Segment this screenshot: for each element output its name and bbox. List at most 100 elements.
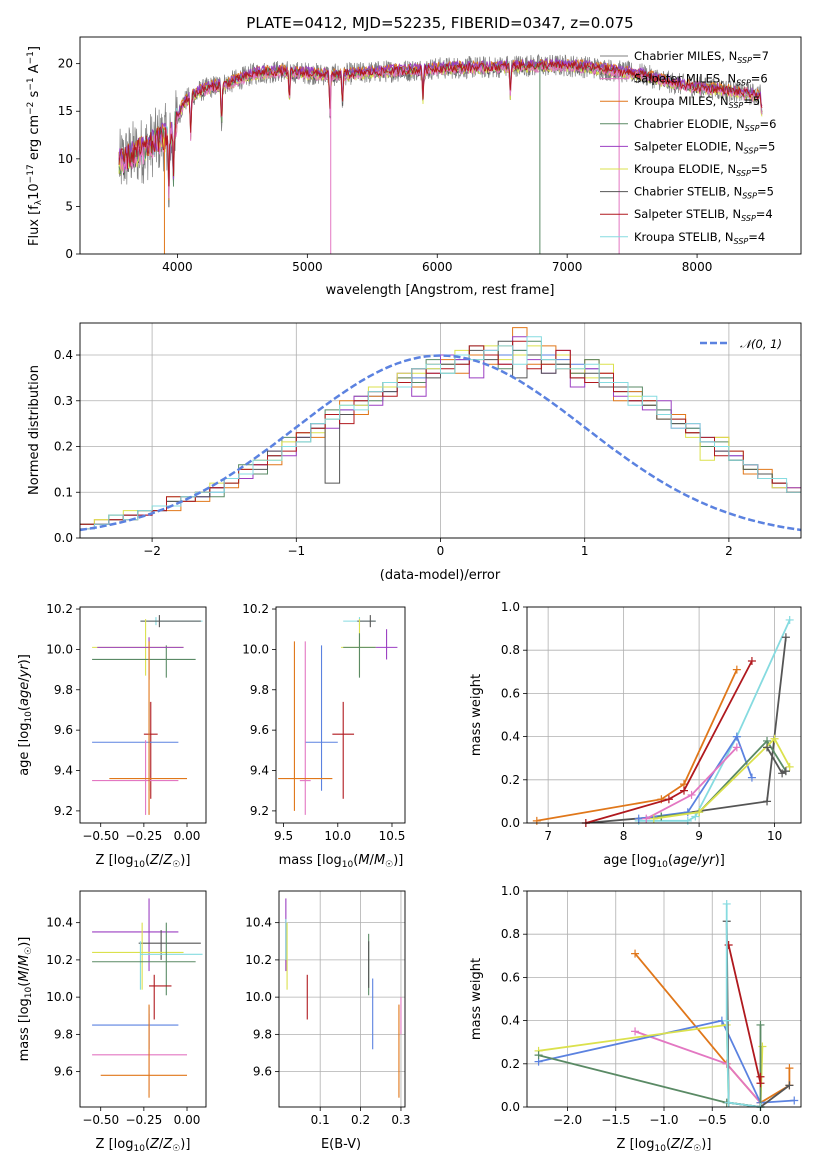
mass-weight-marker xyxy=(790,1096,799,1105)
mass-weight-marker xyxy=(756,1072,765,1081)
y-tick-label: 10 xyxy=(58,152,73,166)
y-tick-label: 0.6 xyxy=(501,686,520,700)
massweight-vs-z-panel: −2.0 −1.5 −1.0 −0.5 0.0 0.0 0.2 0.4 0.6 0.8 1.0 Z … xyxy=(469,884,802,1154)
y-tick-label: 10.4 xyxy=(245,916,272,930)
legend-label: Kroupa MILES, NSSP=5 xyxy=(634,94,760,110)
y-tick-label: 0.4 xyxy=(501,730,520,744)
x-tick-label: 9 xyxy=(695,829,703,843)
massweight-vs-age-frame xyxy=(526,606,802,824)
legend-label: Salpeter ELODIE, NSSP=5 xyxy=(634,139,775,155)
x-tick-label: 8 xyxy=(620,829,628,843)
x-tick-label: −0.50 xyxy=(82,1113,119,1127)
mass-weight-marker xyxy=(756,1020,765,1029)
spectrum-legend: Chabrier MILES, NSSP=7 Salpeter MILES, NS… xyxy=(600,49,776,246)
age-vs-mass-ticks: 9.5 10.0 10.5 9.2 9.4 9.6 9.8 10.0 10.2 xyxy=(242,602,405,843)
age-vs-z-ylabel: age [log10(age/yr)] xyxy=(17,654,34,776)
legend-label: Chabrier ELODIE, NSSP=6 xyxy=(634,117,776,133)
spectrum-xlabel: wavelength [Angstrom, rest frame] xyxy=(326,283,555,298)
age-vs-z-xlabel: Z [log10(Z/Z☉)] xyxy=(96,853,191,870)
mass-weight-marker xyxy=(642,814,651,823)
mass-weight-marker xyxy=(785,1064,794,1073)
residuals-ticks: −2 −1 0 1 2 0.0 0.1 0.2 0.3 0.4 xyxy=(54,348,733,558)
y-tick-label: 9.6 xyxy=(253,1065,272,1079)
age-vs-mass-frame xyxy=(275,606,406,824)
massweight-vs-age-ticks: 7 8 9 10 0.0 0.2 0.4 0.6 0.8 1.0 xyxy=(501,600,782,843)
age-vs-mass-points xyxy=(278,615,398,815)
y-tick-label: 10.0 xyxy=(245,990,272,1004)
x-tick-label: 0.0 xyxy=(751,1113,770,1127)
mass-weight-marker xyxy=(785,1081,794,1090)
mass-weight-marker xyxy=(781,767,790,776)
age-vs-mass-xlabel: mass [log10(M/M☉)] xyxy=(279,853,404,870)
mass-weight-marker xyxy=(732,743,741,752)
mass-weight-line xyxy=(727,944,762,1084)
residuals-xlabel: (data-model)/error xyxy=(380,568,501,583)
mass-vs-z-xlabel: Z [log10(Z/Z☉)] xyxy=(96,1137,191,1154)
legend-label: Chabrier MILES, NSSP=7 xyxy=(634,49,769,65)
x-tick-label: 0.3 xyxy=(391,1113,410,1127)
age-vs-z-frame xyxy=(79,606,207,824)
mass-weight-marker xyxy=(747,773,756,782)
y-tick-label: 0.4 xyxy=(501,1014,520,1028)
massweight-vs-age-ylabel: mass weight xyxy=(469,674,484,756)
legend-label: Kroupa STELIB, NSSP=4 xyxy=(634,230,765,246)
mass-weight-marker xyxy=(770,734,779,743)
x-tick-label: −2.0 xyxy=(553,1113,582,1127)
spectrum-ylabel: Flux [fλ10−17 erg cm−2 s−1 A−1] xyxy=(26,46,44,246)
y-tick-label: 15 xyxy=(58,104,73,118)
x-tick-label: 0 xyxy=(437,544,445,558)
mass-weight-marker xyxy=(785,762,794,771)
mass-weight-marker xyxy=(781,633,790,642)
mass-weight-marker xyxy=(722,1016,731,1025)
x-tick-label: 6000 xyxy=(422,260,453,274)
mass-weight-line xyxy=(725,904,761,1108)
residuals-ylabel: Normed distribution xyxy=(27,365,42,495)
residuals-panel: −2 −1 0 1 2 0.0 0.1 0.2 0.3 0.4 (data-model)/erro… xyxy=(27,322,802,583)
x-tick-label: −0.25 xyxy=(125,829,162,843)
x-tick-label: 5000 xyxy=(292,260,323,274)
mass-weight-marker xyxy=(763,797,772,806)
y-tick-label: 9.6 xyxy=(54,1065,73,1079)
x-tick-label: −1.5 xyxy=(601,1113,630,1127)
x-tick-label: 0.00 xyxy=(174,829,201,843)
age-vs-z-panel: −0.50 −0.25 0.00 9.2 9.4 9.6 9.8 10.0 10.2 Z [lo… xyxy=(17,602,207,870)
mass-weight-marker xyxy=(532,816,541,825)
gaussian-legend-label: 𝒩(0, 1) xyxy=(740,337,782,351)
mass-weight-marker xyxy=(534,1051,543,1060)
mass-weight-marker xyxy=(724,1098,733,1107)
x-tick-label: 9.5 xyxy=(274,829,293,843)
age-vs-z-points xyxy=(92,615,203,815)
y-tick-label: 10.0 xyxy=(242,642,269,656)
x-tick-label: 0.2 xyxy=(351,1113,370,1127)
legend-label: Salpeter STELIB, NSSP=4 xyxy=(634,207,773,223)
massweight-vs-z-ticks: −2.0 −1.5 −1.0 −0.5 0.0 0.0 0.2 0.4 0.6 0.8 1.0 xyxy=(501,884,770,1127)
mass-vs-ebv-grid xyxy=(279,891,405,1107)
mass-vs-z-points xyxy=(92,898,203,1098)
massweight-vs-age-panel: 7 8 9 10 0.0 0.2 0.4 0.6 0.8 1.0 age [log10(age/y… xyxy=(469,600,802,870)
y-tick-label: 9.4 xyxy=(250,764,269,778)
mass-vs-ebv-frame xyxy=(278,890,406,1108)
mass-vs-ebv-panel: 0.1 0.2 0.3 9.6 9.8 10.0 10.2 10.4 E(B-V) xyxy=(245,890,411,1152)
y-tick-label: 0.2 xyxy=(501,1057,520,1071)
legend-label: Salpeter MILES, NSSP=6 xyxy=(634,72,768,88)
y-tick-label: 0.3 xyxy=(54,394,73,408)
y-tick-label: 0 xyxy=(65,247,73,261)
y-tick-label: 10.0 xyxy=(46,990,73,1004)
x-tick-label: 10.0 xyxy=(324,829,351,843)
x-tick-label: 2 xyxy=(725,544,733,558)
mass-vs-z-ticks: −0.50 −0.25 0.00 9.6 9.8 10.0 10.2 10.4 xyxy=(46,916,200,1127)
age-vs-mass-panel: 9.5 10.0 10.5 9.2 9.4 9.6 9.8 10.0 10.2 mass [lo… xyxy=(242,602,406,870)
mass-weight-marker xyxy=(695,808,704,817)
x-tick-label: −0.50 xyxy=(82,829,119,843)
massweight-vs-z-xlabel: Z [log10(Z/Z☉)] xyxy=(617,1137,712,1154)
spectrum-frame xyxy=(79,36,802,255)
y-tick-label: 20 xyxy=(58,57,73,71)
y-tick-label: 9.8 xyxy=(250,683,269,697)
mass-vs-ebv-ticks: 0.1 0.2 0.3 9.6 9.8 10.0 10.2 10.4 xyxy=(245,916,410,1127)
x-tick-label: 10.5 xyxy=(379,829,406,843)
mass-weight-marker xyxy=(631,949,640,958)
x-tick-label: −2 xyxy=(143,544,161,558)
y-tick-label: 10.4 xyxy=(46,916,73,930)
mass-weight-marker xyxy=(683,808,692,817)
